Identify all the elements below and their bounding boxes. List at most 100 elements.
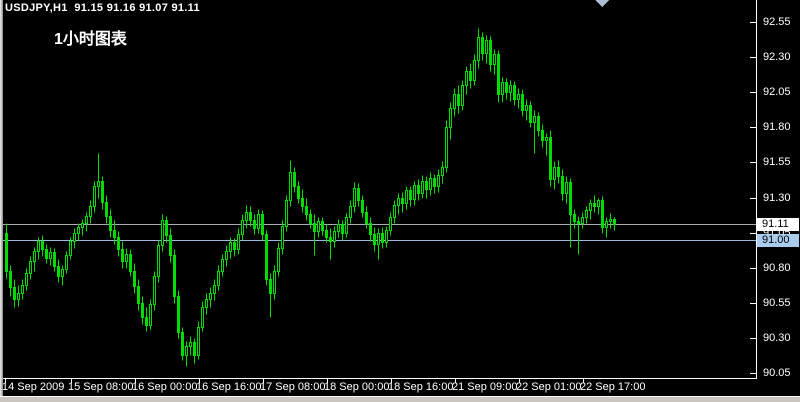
candlestick-chart[interactable] bbox=[0, 0, 757, 396]
candle bbox=[257, 209, 260, 234]
candle bbox=[361, 195, 364, 218]
candle bbox=[301, 189, 304, 213]
candle bbox=[493, 49, 496, 75]
candle bbox=[417, 179, 420, 201]
price-axis-label: 92.30 bbox=[763, 51, 791, 63]
candle bbox=[377, 228, 380, 260]
candle bbox=[9, 265, 12, 297]
candle bbox=[5, 223, 8, 279]
candle bbox=[297, 181, 300, 204]
candle bbox=[285, 195, 288, 232]
candle bbox=[273, 265, 276, 300]
candle bbox=[141, 296, 144, 325]
price-axis-label: 91.55 bbox=[763, 156, 791, 168]
candle bbox=[185, 341, 188, 367]
price-axis-label: 90.05 bbox=[763, 367, 791, 379]
candle bbox=[601, 196, 604, 234]
candle bbox=[597, 198, 600, 215]
candle bbox=[389, 212, 392, 236]
candle bbox=[281, 220, 284, 255]
candle bbox=[513, 81, 516, 106]
candle bbox=[181, 327, 184, 361]
candle bbox=[321, 217, 324, 236]
candle bbox=[549, 130, 552, 187]
candle bbox=[485, 35, 488, 64]
candle bbox=[469, 63, 472, 89]
candle bbox=[33, 247, 36, 272]
candle bbox=[573, 209, 576, 229]
candle bbox=[145, 307, 148, 332]
horizontal-line-price-tag[interactable]: 91.00 bbox=[757, 234, 799, 247]
candle bbox=[405, 186, 408, 210]
candle bbox=[161, 214, 164, 252]
candle bbox=[73, 228, 76, 249]
chart-shift-marker-icon[interactable] bbox=[595, 0, 609, 7]
candle bbox=[313, 214, 316, 256]
candle bbox=[105, 195, 108, 224]
candle bbox=[21, 279, 24, 300]
candle bbox=[477, 28, 480, 69]
candle bbox=[25, 268, 28, 291]
candle bbox=[237, 228, 240, 255]
candle bbox=[293, 167, 296, 193]
candle bbox=[97, 153, 100, 199]
candle bbox=[357, 183, 360, 207]
candle bbox=[213, 279, 216, 301]
candle bbox=[605, 217, 608, 238]
candle bbox=[421, 175, 424, 199]
candle bbox=[53, 248, 56, 272]
candle bbox=[561, 169, 564, 201]
candle bbox=[497, 50, 500, 103]
price-axis[interactable]: 92.55 92.30 92.05 91.80 91.55 91.30 91.05 90.80… bbox=[757, 0, 800, 396]
candle bbox=[37, 237, 40, 260]
candle bbox=[157, 240, 160, 283]
candle bbox=[209, 287, 212, 308]
candle bbox=[193, 338, 196, 364]
candle bbox=[13, 279, 16, 308]
candle bbox=[137, 279, 140, 311]
candle bbox=[125, 248, 128, 269]
time-axis-label: 17 Sep 08:00 bbox=[260, 381, 326, 393]
candle bbox=[489, 36, 492, 72]
candle bbox=[581, 212, 584, 229]
candle bbox=[177, 290, 180, 339]
price-axis-label: 90.30 bbox=[763, 332, 791, 344]
candle bbox=[565, 176, 568, 204]
candle bbox=[49, 247, 52, 266]
candle bbox=[509, 80, 512, 102]
candle bbox=[109, 209, 112, 238]
candle bbox=[457, 85, 460, 114]
candle bbox=[329, 228, 332, 260]
candle bbox=[245, 205, 248, 229]
candle bbox=[61, 265, 64, 286]
candle bbox=[589, 199, 592, 220]
symbol-quote-line: USDJPY,H1 91.15 91.16 91.07 91.11 bbox=[5, 2, 200, 14]
candle bbox=[349, 200, 352, 224]
candle bbox=[197, 321, 200, 360]
price-axis-label: 91.30 bbox=[763, 192, 791, 204]
candle bbox=[89, 200, 92, 224]
candle bbox=[129, 249, 132, 277]
candle bbox=[593, 195, 596, 213]
candle bbox=[413, 181, 416, 206]
candles-layer bbox=[5, 28, 616, 367]
candle bbox=[121, 241, 124, 269]
candle bbox=[217, 265, 220, 291]
candle bbox=[541, 124, 544, 148]
candle bbox=[353, 182, 356, 213]
time-axis-label: 16 Sep 16:00 bbox=[196, 381, 262, 393]
candle bbox=[113, 220, 116, 245]
candle bbox=[205, 293, 208, 315]
candle bbox=[289, 160, 292, 207]
candle bbox=[333, 226, 336, 248]
candle bbox=[85, 212, 88, 232]
candle bbox=[557, 160, 560, 184]
candle bbox=[305, 198, 308, 221]
candle bbox=[369, 217, 372, 242]
candle bbox=[117, 231, 120, 257]
candle bbox=[569, 178, 572, 248]
candle bbox=[473, 54, 476, 86]
candle bbox=[57, 259, 60, 283]
candle bbox=[337, 219, 340, 238]
